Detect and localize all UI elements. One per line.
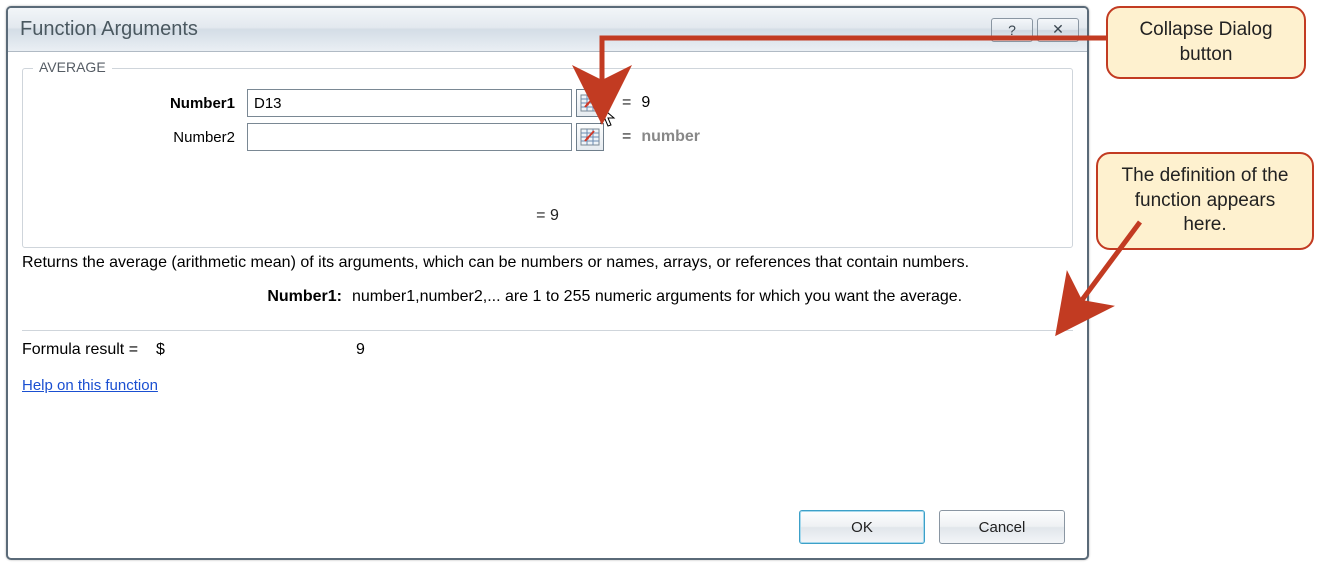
arguments-fieldset: AVERAGE Number1 <box>22 68 1073 248</box>
help-icon: ? <box>1008 22 1016 38</box>
help-link[interactable]: Help on this function <box>22 377 1073 394</box>
currency-symbol: $ <box>156 341 356 359</box>
button-row: OK Cancel <box>799 510 1065 544</box>
argument-result: 9 <box>641 94 650 112</box>
collapse-dialog-button[interactable] <box>576 123 604 151</box>
function-description: Returns the average (arithmetic mean) of… <box>22 254 1073 272</box>
cancel-button[interactable]: Cancel <box>939 510 1065 544</box>
ok-button[interactable]: OK <box>799 510 925 544</box>
formula-result-label: Formula result = <box>22 341 138 359</box>
parameter-description: Number1: number1,number2,... are 1 to 25… <box>22 288 1073 306</box>
collapse-dialog-button[interactable] <box>576 89 604 117</box>
parameter-name: Number1: <box>22 288 352 306</box>
intermediate-result: = 9 <box>37 207 1058 229</box>
number2-input[interactable] <box>247 123 572 151</box>
argument-row: Number1 = 9 <box>37 89 1058 117</box>
titlebar: Function Arguments ? ✕ <box>8 8 1087 52</box>
footer: Formula result = $ 9 <box>22 341 1073 359</box>
function-arguments-dialog: Function Arguments ? ✕ AVERAGE Number1 <box>6 6 1089 560</box>
equals-sign: = <box>622 128 631 146</box>
callout-collapse: Collapse Dialog button <box>1106 6 1306 79</box>
callout-definition: The definition of the function appears h… <box>1096 152 1314 250</box>
dialog-body: AVERAGE Number1 <box>8 52 1087 558</box>
close-icon: ✕ <box>1052 21 1064 38</box>
number1-input[interactable] <box>247 89 572 117</box>
formula-result-value: 9 <box>356 341 365 359</box>
parameter-text: number1,number2,... are 1 to 255 numeric… <box>352 288 1073 306</box>
argument-result: number <box>641 128 700 146</box>
argument-label: Number2 <box>37 129 247 146</box>
collapse-dialog-icon <box>580 128 600 146</box>
divider <box>22 330 1073 331</box>
function-name-legend: AVERAGE <box>33 59 112 75</box>
dialog-title: Function Arguments <box>20 18 987 41</box>
collapse-dialog-icon <box>580 94 600 112</box>
argument-label: Number1 <box>37 95 247 112</box>
close-button[interactable]: ✕ <box>1037 18 1079 42</box>
formula-result: Formula result = $ 9 <box>22 341 365 359</box>
argument-row: Number2 = number <box>37 123 1058 151</box>
equals-sign: = <box>622 94 631 112</box>
help-button[interactable]: ? <box>991 18 1033 42</box>
